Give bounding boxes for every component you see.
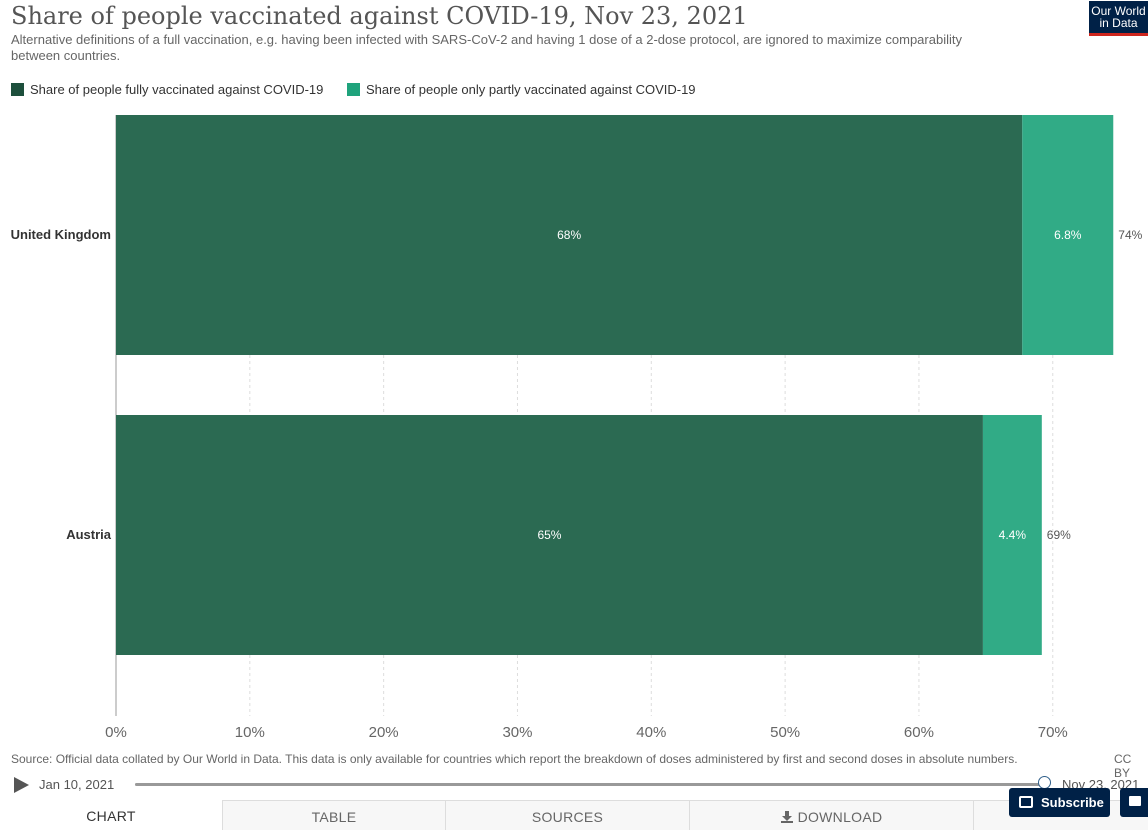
bar-united-kingdom-series-0 [116,115,1023,355]
x-tick-label-20: 20% [369,724,399,741]
tab-sources[interactable]: SOURCES [445,800,689,830]
tab-table[interactable]: TABLE [222,800,445,830]
x-tick-label-70: 70% [1038,724,1068,741]
owid-logo[interactable]: Our World in Data [1089,1,1148,36]
subscribe-label: Subscribe [1041,795,1104,810]
bar-chart: 0% 10% 20% 30% 40% 50% 60% 70% United Kingdom 68%… [11,115,1143,741]
license-link[interactable]: CC BY [1114,752,1132,780]
value-label-austria-series-1: 4.4% [999,528,1027,542]
timeline-track[interactable] [135,783,1045,786]
x-tick-label-0: 0% [105,724,127,741]
play-icon[interactable] [14,777,29,793]
category-label-united-kingdom: United Kingdom [11,227,111,242]
chart-legend: Share of people fully vaccinated against… [11,82,716,99]
legend-swatch-partly [347,83,361,96]
total-label-austria: 69% [1047,528,1071,542]
logo-line-1: Our World [1091,4,1146,18]
x-tick-label-40: 40% [636,724,666,741]
chart-subtitle: Alternative definitions of a full vaccin… [11,32,962,63]
x-tick-label-50: 50% [770,724,800,741]
x-tick-label-60: 60% [904,724,934,741]
value-label-austria-series-0: 65% [537,528,561,542]
bar-austria-series-1 [982,415,1042,655]
timeline: Jan 10, 2021 Nov 23, 2021 [0,774,1148,796]
source-note: Source: Official data collated by Our Wo… [11,752,1018,766]
mail-icon [1019,796,1033,808]
bar-austria-series-0 [116,415,983,655]
tab-chart[interactable]: CHART [0,800,222,830]
download-icon [780,811,793,823]
total-label-united-kingdom: 74% [1118,228,1142,242]
feedback-button[interactable] [1120,788,1148,817]
bar-united-kingdom-series-1 [1022,115,1114,355]
chat-icon [1129,796,1141,806]
legend-item-partly[interactable]: Share of people only partly vaccinated a… [347,82,696,97]
logo-line-2: in Data [1099,16,1138,30]
value-label-united-kingdom-series-0: 68% [557,228,581,242]
legend-label-partly: Share of people only partly vaccinated a… [366,82,696,97]
tab-download[interactable]: DOWNLOAD [689,800,973,830]
legend-swatch-fully [11,83,24,96]
legend-item-fully[interactable]: Share of people fully vaccinated against… [11,82,323,97]
x-tick-label-10: 10% [235,724,265,741]
timeline-start-label: Jan 10, 2021 [39,777,115,792]
x-tick-label-30: 30% [502,724,532,741]
timeline-progress [135,783,1045,786]
value-label-united-kingdom-series-1: 6.8% [1054,228,1082,242]
tab-download-label: DOWNLOAD [797,809,883,825]
tab-bar: CHART TABLE SOURCES DOWNLOAD [0,800,1148,830]
legend-label-fully: Share of people fully vaccinated against… [30,82,324,97]
category-label-austria: Austria [66,527,112,542]
subscribe-button[interactable]: Subscribe [1009,788,1110,817]
chart-title: Share of people vaccinated against COVID… [11,2,748,30]
